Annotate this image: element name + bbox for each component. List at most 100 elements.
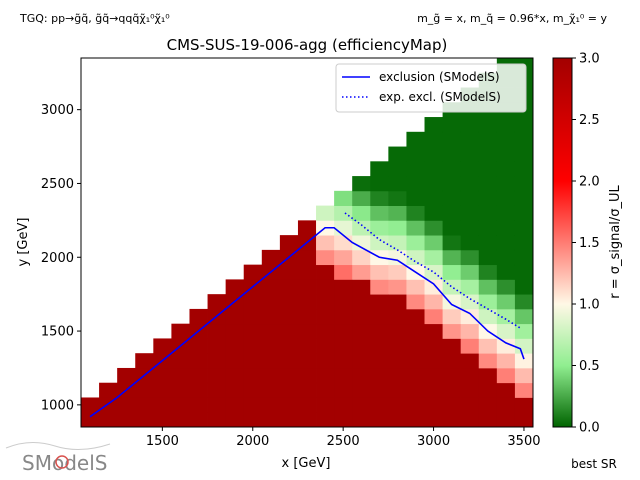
heatmap-cell bbox=[279, 338, 299, 354]
heatmap-cell bbox=[496, 264, 516, 280]
heatmap-cell bbox=[496, 205, 516, 221]
heatmap-cell bbox=[478, 146, 498, 162]
heatmap-cell bbox=[478, 220, 498, 236]
exclusion-lines bbox=[89, 212, 525, 418]
heatmap-cell bbox=[442, 382, 462, 398]
heatmap-cell bbox=[334, 338, 353, 354]
heatmap-cell bbox=[261, 353, 281, 369]
heatmap-cell bbox=[207, 367, 227, 384]
heatmap-cell bbox=[514, 146, 533, 162]
heatmap-cell bbox=[117, 397, 136, 413]
heatmap-cell bbox=[406, 146, 425, 162]
heatmap-cell bbox=[424, 220, 443, 236]
heatmap-cell bbox=[370, 338, 389, 354]
heatmap-cell bbox=[460, 235, 480, 251]
heatmap-cell bbox=[424, 235, 443, 251]
heatmap-cell bbox=[424, 205, 443, 221]
exclusion-line bbox=[89, 226, 525, 418]
heatmap-cell bbox=[225, 412, 245, 427]
heatmap-cell bbox=[316, 382, 335, 398]
heatmap-cell bbox=[478, 235, 498, 251]
heatmap-cell bbox=[316, 367, 335, 384]
plot-area: 1500 2000 2500 3000 3500 1000 1500 2000 2500 300… bbox=[41, 57, 541, 449]
heatmap-cell bbox=[261, 412, 281, 427]
heatmap-cell bbox=[406, 205, 425, 221]
heatmap-cell bbox=[225, 382, 245, 398]
heatmap-cell bbox=[207, 323, 227, 339]
heatmap-cell bbox=[189, 412, 208, 427]
heatmap-cell bbox=[406, 323, 425, 339]
heatmap-cell bbox=[334, 190, 353, 206]
heatmap-cell bbox=[442, 294, 462, 310]
heatmap-cell bbox=[334, 308, 353, 325]
heatmap-cell bbox=[388, 205, 407, 221]
heatmap-cell bbox=[460, 308, 480, 325]
heatmap-cell bbox=[514, 367, 533, 384]
heatmap-cell bbox=[406, 220, 425, 236]
heatmap-cell bbox=[153, 412, 172, 427]
heatmap-cell bbox=[514, 397, 533, 413]
logo-ring bbox=[55, 455, 69, 469]
heatmap-cell bbox=[442, 146, 462, 162]
legend: exclusion (SModelS) exp. excl. (SModelS) bbox=[335, 63, 527, 113]
heatmap-cell bbox=[225, 279, 245, 295]
heatmap-cell bbox=[442, 397, 462, 413]
heatmap-cell bbox=[352, 279, 371, 295]
heatmap-cell bbox=[406, 190, 425, 206]
heatmap-cell bbox=[297, 220, 317, 236]
heatmap-cell bbox=[279, 353, 299, 369]
heatmap-cell bbox=[478, 397, 498, 413]
heatmap-cell bbox=[388, 161, 407, 177]
heatmap-cell bbox=[352, 264, 371, 280]
heatmap-cell bbox=[460, 412, 480, 427]
heatmap-cell bbox=[424, 353, 443, 369]
x-axis-ticks: 1500 2000 2500 3000 3500 bbox=[146, 427, 541, 449]
heatmap-cell bbox=[478, 412, 498, 427]
legend-box bbox=[335, 63, 527, 113]
heatmap-cell bbox=[406, 382, 425, 398]
heatmap-cell bbox=[442, 131, 462, 147]
heatmap-cell bbox=[442, 264, 462, 280]
heatmap-cell bbox=[388, 146, 407, 162]
heatmap-cell bbox=[352, 190, 371, 206]
heatmap-cell bbox=[514, 264, 533, 280]
heatmap-cell bbox=[352, 249, 371, 266]
heatmap-cell bbox=[261, 338, 281, 354]
heatmap-cell bbox=[334, 294, 353, 310]
heatmap-cell bbox=[424, 338, 443, 354]
heatmap-cell bbox=[189, 367, 208, 384]
heatmap-cell bbox=[225, 367, 245, 384]
heatmap-cell bbox=[334, 367, 353, 384]
heatmap-cell bbox=[424, 294, 443, 310]
heatmap-cell bbox=[514, 161, 533, 177]
heatmap-cell bbox=[171, 382, 190, 398]
colorbar-tick-label: 0.0 bbox=[579, 421, 600, 436]
x-tick-label: 2000 bbox=[236, 434, 269, 449]
heatmap-cell bbox=[496, 367, 516, 384]
heatmap-cell bbox=[496, 249, 516, 266]
colorbar-tick-label: 1.5 bbox=[579, 236, 600, 251]
heatmap-cell bbox=[514, 235, 533, 251]
heatmap-cell bbox=[478, 279, 498, 295]
heatmap-cell bbox=[424, 117, 443, 133]
heatmap-cell bbox=[243, 264, 263, 280]
heatmap-cell bbox=[370, 353, 389, 369]
heatmap-cell bbox=[442, 323, 462, 339]
heatmap-cell bbox=[279, 294, 299, 310]
heatmap-cell bbox=[514, 279, 533, 295]
heatmap-cell bbox=[496, 294, 516, 310]
heatmap-cell bbox=[352, 176, 371, 192]
heatmap-cell bbox=[406, 235, 425, 251]
heatmap-cell bbox=[424, 161, 443, 177]
heatmap-cell bbox=[225, 338, 245, 354]
heatmap-cell bbox=[442, 367, 462, 384]
heatmap-cell bbox=[153, 397, 172, 413]
heatmap-cell bbox=[370, 294, 389, 310]
heatmap-cell bbox=[297, 308, 317, 325]
heatmap-cell bbox=[316, 353, 335, 369]
heatmap-cell bbox=[370, 264, 389, 280]
colorbar-tick-label: 2.0 bbox=[579, 175, 600, 190]
heatmap-cell bbox=[496, 397, 516, 413]
heatmap-cell bbox=[514, 205, 533, 221]
y-tick-label: 1500 bbox=[41, 325, 74, 340]
